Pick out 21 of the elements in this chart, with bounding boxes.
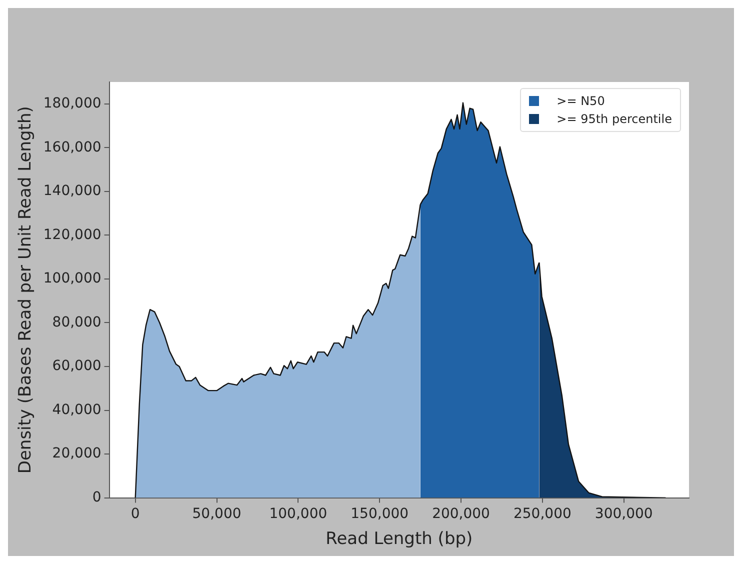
y-tick-label: 60,000 [52, 358, 102, 374]
y-tick-label: 20,000 [52, 446, 102, 462]
y-axis-title: Density (Bases Read per Unit Read Length) [16, 106, 36, 474]
x-tick-label: 250,000 [513, 506, 572, 522]
x-tick-label: 150,000 [350, 506, 409, 522]
x-axis-title: Read Length (bp) [326, 529, 473, 550]
y-tick-label: 180,000 [43, 96, 102, 112]
y-tick-label: 140,000 [43, 183, 102, 200]
y-tick-label: 0 [92, 489, 102, 506]
legend-label: >= 95th percentile [556, 111, 672, 128]
x-tick-label: 0 [130, 506, 140, 522]
legend-label: >= N50 [556, 93, 605, 110]
y-tick-label: 80,000 [52, 314, 102, 330]
x-tick-label: 50,000 [192, 506, 242, 522]
y-tick-label: 40,000 [52, 402, 102, 418]
y-tick-label: 100,000 [43, 270, 102, 287]
x-tick-label: 100,000 [269, 506, 328, 522]
x-tick-label: 200,000 [432, 506, 490, 522]
y-tick-label: 120,000 [43, 226, 102, 243]
y-tick-label: 160,000 [43, 139, 102, 156]
x-tick-label: 300,000 [594, 506, 653, 522]
